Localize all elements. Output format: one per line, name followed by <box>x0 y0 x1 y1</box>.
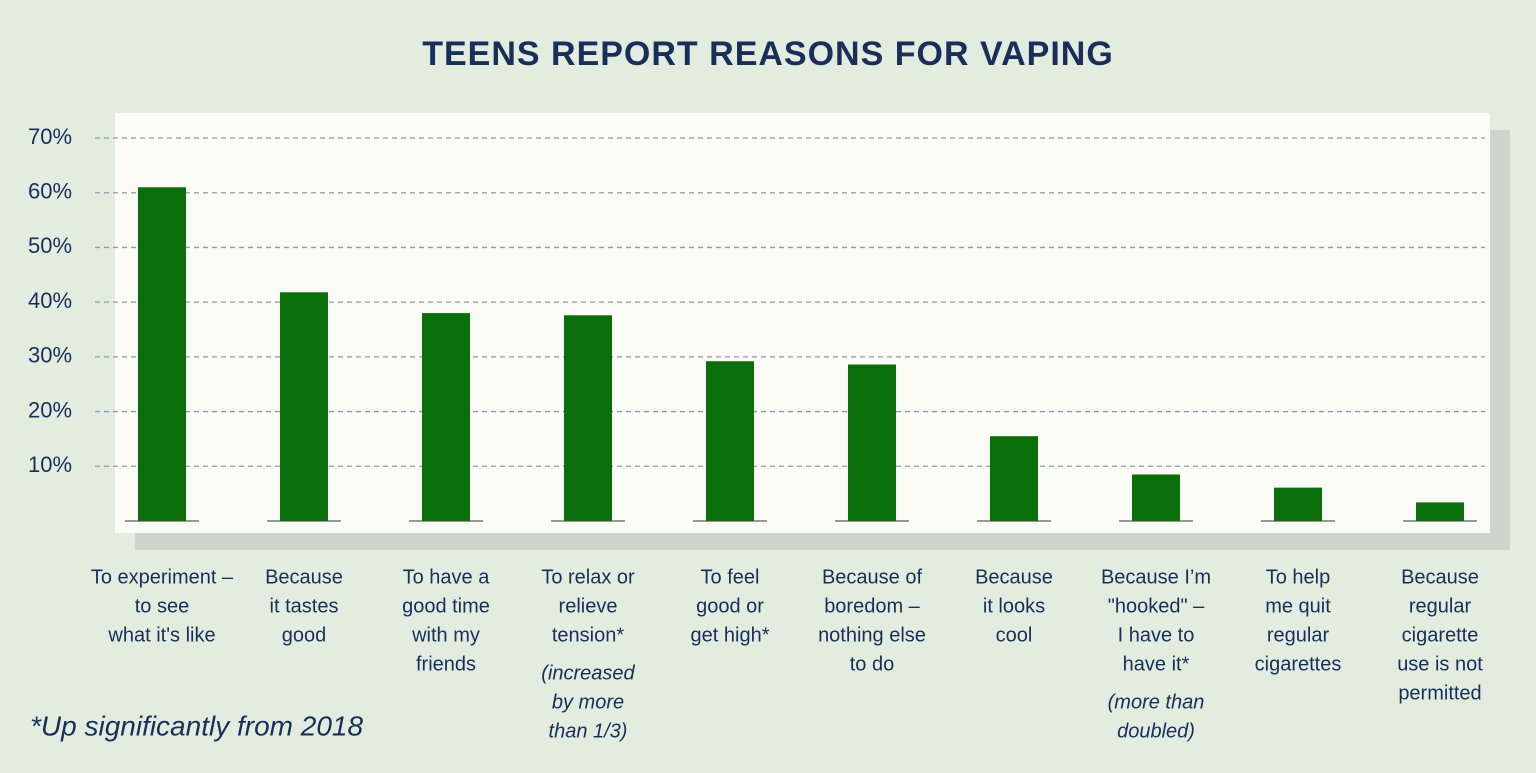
y-tick-label: 30% <box>28 343 72 368</box>
x-tick-label: nothing else <box>818 624 926 646</box>
bar <box>138 187 186 521</box>
y-tick-label: 10% <box>28 452 72 477</box>
x-tick-label: regular <box>1267 624 1330 646</box>
x-tick-label: to do <box>850 653 894 675</box>
x-tick-label: me quit <box>1265 595 1331 617</box>
category-note: doubled) <box>1117 720 1195 742</box>
chart-title: TEENS REPORT REASONS FOR VAPING <box>422 35 1114 73</box>
bar <box>706 361 754 521</box>
x-tick-label: Because I’m <box>1101 566 1211 588</box>
x-tick-label: boredom – <box>824 595 920 617</box>
y-tick-label: 50% <box>28 233 72 258</box>
category-note: by more <box>552 691 624 713</box>
x-tick-label: with my <box>411 624 480 646</box>
category-note: (more than <box>1108 691 1205 713</box>
x-tick-label: To have a <box>403 566 491 588</box>
bar <box>564 315 612 521</box>
x-tick-label: good time <box>402 595 490 617</box>
x-tick-label: permitted <box>1398 682 1481 704</box>
x-tick-label: "hooked" – <box>1108 595 1205 617</box>
bar <box>990 436 1038 521</box>
x-tick-label: tension* <box>552 624 624 646</box>
x-tick-label: Because <box>1401 566 1479 588</box>
x-tick-label: Because <box>265 566 343 588</box>
x-tick-label: I have to <box>1118 624 1195 646</box>
bar <box>1132 474 1180 521</box>
x-tick-label: To experiment – <box>91 566 234 588</box>
x-tick-label: To feel <box>701 566 760 588</box>
bar <box>848 364 896 521</box>
plot-panel <box>115 113 1490 533</box>
bar <box>1274 487 1322 521</box>
footnote: *Up significantly from 2018 <box>30 710 363 741</box>
y-tick-label: 40% <box>28 288 72 313</box>
x-tick-label: friends <box>416 653 476 675</box>
x-tick-label: what it's like <box>107 624 215 646</box>
x-tick-label: it tastes <box>270 595 339 617</box>
category-note: than 1/3) <box>549 720 628 742</box>
x-tick-label: regular <box>1409 595 1472 617</box>
x-tick-label: To relax or <box>541 566 635 588</box>
x-tick-label: relieve <box>559 595 618 617</box>
bar <box>422 313 470 521</box>
x-tick-label: get high* <box>691 624 770 646</box>
x-tick-label: To help <box>1266 566 1331 588</box>
x-tick-label: cool <box>996 624 1033 646</box>
x-tick-label: cigarette <box>1402 624 1479 646</box>
x-tick-label: cigarettes <box>1255 653 1342 675</box>
x-tick-label: good <box>282 624 327 646</box>
x-tick-label: Because <box>975 566 1053 588</box>
bar <box>280 292 328 521</box>
y-tick-label: 60% <box>28 179 72 204</box>
y-tick-label: 70% <box>28 124 72 149</box>
x-tick-label: good or <box>696 595 764 617</box>
y-tick-label: 20% <box>28 397 72 422</box>
x-tick-label: use is not <box>1397 653 1483 675</box>
x-tick-label: Because of <box>822 566 923 588</box>
x-tick-label: to see <box>135 595 189 617</box>
bar <box>1416 502 1464 521</box>
category-note: (increased <box>541 662 635 684</box>
x-tick-label: it looks <box>983 595 1045 617</box>
x-tick-label: have it* <box>1123 653 1190 675</box>
